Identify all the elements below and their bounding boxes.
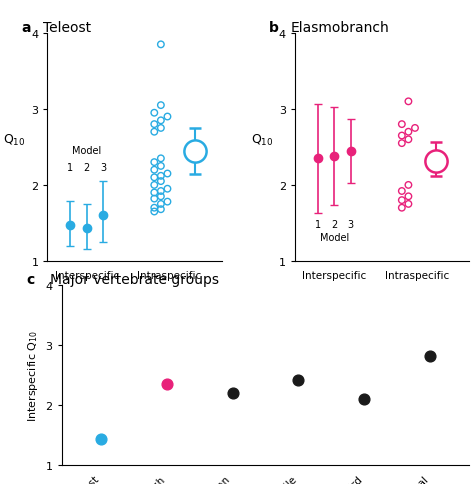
Point: [164, 185, 171, 193]
Point: [157, 125, 164, 133]
Point: [151, 174, 158, 182]
Point: [151, 208, 158, 216]
Y-axis label: Q$_{10}$: Q$_{10}$: [251, 133, 273, 148]
Point: [398, 133, 406, 140]
Point: [405, 200, 412, 208]
Point: [157, 42, 164, 49]
Text: Teleost: Teleost: [43, 20, 91, 34]
Point: [157, 163, 164, 170]
Point: [405, 182, 412, 189]
Point: [151, 159, 158, 166]
Text: c: c: [26, 272, 34, 286]
Point: [151, 196, 158, 203]
Text: 2: 2: [331, 219, 337, 229]
Text: a: a: [21, 20, 31, 34]
Y-axis label: Q$_{10}$: Q$_{10}$: [3, 133, 26, 148]
Text: 3: 3: [100, 163, 106, 172]
Text: 1: 1: [67, 163, 73, 172]
Point: [398, 197, 406, 205]
Point: [157, 206, 164, 213]
Point: [405, 136, 412, 144]
Point: [157, 173, 164, 181]
Point: [157, 193, 164, 201]
Point: [398, 188, 406, 196]
Point: [151, 189, 158, 197]
Text: Elasmobranch: Elasmobranch: [290, 20, 389, 34]
Text: Major vertebrate groups: Major vertebrate groups: [50, 272, 219, 286]
Point: [405, 193, 412, 201]
Point: [157, 155, 164, 163]
Point: [157, 200, 164, 208]
Point: [151, 166, 158, 174]
Point: [360, 395, 368, 403]
Point: [164, 198, 171, 206]
Text: 3: 3: [348, 219, 354, 229]
Point: [157, 178, 164, 186]
Point: [97, 436, 105, 443]
Point: [151, 204, 158, 212]
Point: [157, 188, 164, 196]
Text: Model: Model: [72, 145, 101, 155]
Point: [151, 182, 158, 189]
Point: [151, 129, 158, 136]
Point: [398, 204, 406, 212]
Point: [157, 117, 164, 125]
Y-axis label: Interspecific Q$_{10}$: Interspecific Q$_{10}$: [26, 329, 40, 421]
Point: [229, 389, 237, 397]
Point: [164, 170, 171, 178]
Point: [405, 98, 412, 106]
Point: [398, 140, 406, 148]
Point: [151, 110, 158, 118]
Text: 1: 1: [315, 219, 321, 229]
Text: Model: Model: [320, 232, 349, 242]
Point: [164, 113, 171, 121]
Point: [294, 376, 302, 384]
Point: [151, 121, 158, 129]
Point: [411, 125, 419, 133]
Point: [163, 380, 171, 388]
Text: b: b: [269, 20, 279, 34]
Point: [398, 121, 406, 129]
Point: [426, 352, 434, 360]
Point: [405, 129, 412, 136]
Text: 2: 2: [84, 163, 90, 172]
Point: [157, 102, 164, 110]
